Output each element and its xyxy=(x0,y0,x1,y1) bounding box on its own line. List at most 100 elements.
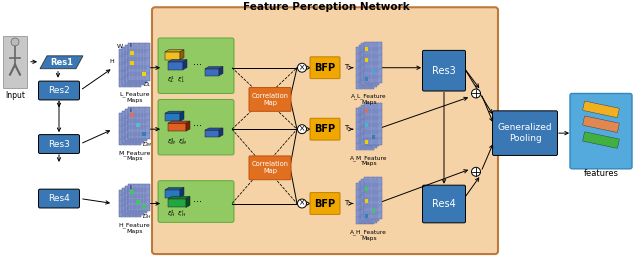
FancyBboxPatch shape xyxy=(365,187,368,191)
FancyBboxPatch shape xyxy=(365,58,368,62)
FancyBboxPatch shape xyxy=(136,123,140,127)
Text: features: features xyxy=(584,169,618,178)
Text: Feature Perception Network: Feature Perception Network xyxy=(243,2,410,12)
Text: Res1: Res1 xyxy=(50,58,73,67)
FancyBboxPatch shape xyxy=(125,186,147,213)
FancyBboxPatch shape xyxy=(365,123,368,127)
Text: Res3: Res3 xyxy=(48,140,70,149)
Polygon shape xyxy=(205,130,219,137)
FancyBboxPatch shape xyxy=(361,105,379,146)
FancyBboxPatch shape xyxy=(130,61,134,65)
FancyBboxPatch shape xyxy=(130,51,134,55)
Polygon shape xyxy=(180,187,184,198)
Polygon shape xyxy=(205,128,223,130)
FancyBboxPatch shape xyxy=(358,181,376,223)
FancyBboxPatch shape xyxy=(365,199,368,203)
FancyBboxPatch shape xyxy=(583,132,620,148)
FancyBboxPatch shape xyxy=(128,184,150,211)
FancyBboxPatch shape xyxy=(356,47,374,88)
FancyBboxPatch shape xyxy=(365,77,368,81)
FancyBboxPatch shape xyxy=(356,183,374,224)
FancyBboxPatch shape xyxy=(570,93,632,169)
FancyBboxPatch shape xyxy=(130,113,134,117)
Text: Correlation
Map: Correlation Map xyxy=(252,93,289,106)
FancyBboxPatch shape xyxy=(371,69,375,73)
Polygon shape xyxy=(186,121,190,131)
FancyBboxPatch shape xyxy=(249,156,291,180)
Text: A_M_Feature
Maps: A_M_Feature Maps xyxy=(350,155,387,167)
Text: ×: × xyxy=(299,63,305,72)
Circle shape xyxy=(298,199,307,208)
Text: H_Feature
Maps: H_Feature Maps xyxy=(118,222,150,234)
Circle shape xyxy=(298,125,307,134)
FancyBboxPatch shape xyxy=(158,38,234,93)
Polygon shape xyxy=(168,199,186,207)
Text: Res3: Res3 xyxy=(432,66,456,76)
FancyBboxPatch shape xyxy=(365,214,368,218)
Text: ×: × xyxy=(299,124,305,133)
Polygon shape xyxy=(219,67,223,76)
Text: H: H xyxy=(109,59,115,64)
FancyBboxPatch shape xyxy=(365,140,368,144)
FancyBboxPatch shape xyxy=(358,45,376,87)
Text: T: T xyxy=(344,64,348,70)
FancyBboxPatch shape xyxy=(38,81,79,100)
Polygon shape xyxy=(168,196,190,199)
Polygon shape xyxy=(205,67,223,69)
Circle shape xyxy=(298,63,307,72)
Polygon shape xyxy=(168,121,190,123)
Text: Generalized
Pooling: Generalized Pooling xyxy=(498,123,552,143)
Polygon shape xyxy=(168,60,187,62)
FancyBboxPatch shape xyxy=(158,181,234,222)
Polygon shape xyxy=(180,111,184,121)
Text: M_Feature
Maps: M_Feature Maps xyxy=(118,150,150,162)
FancyBboxPatch shape xyxy=(119,113,141,145)
FancyBboxPatch shape xyxy=(310,118,340,140)
Polygon shape xyxy=(180,50,184,60)
FancyBboxPatch shape xyxy=(122,47,144,85)
Text: Correlation
Map: Correlation Map xyxy=(252,161,289,174)
Text: BFP: BFP xyxy=(314,199,335,209)
Text: Input: Input xyxy=(5,91,25,99)
FancyBboxPatch shape xyxy=(310,193,340,215)
Text: $D_L$: $D_L$ xyxy=(143,81,152,90)
FancyBboxPatch shape xyxy=(583,101,620,117)
Polygon shape xyxy=(168,123,186,131)
FancyBboxPatch shape xyxy=(158,99,234,155)
FancyBboxPatch shape xyxy=(142,205,146,210)
FancyBboxPatch shape xyxy=(422,50,465,91)
FancyBboxPatch shape xyxy=(493,111,557,156)
FancyBboxPatch shape xyxy=(364,177,381,219)
Text: $\xi_M^1$  $\xi_M^l$: $\xi_M^1$ $\xi_M^l$ xyxy=(167,136,188,147)
FancyBboxPatch shape xyxy=(371,135,375,139)
Polygon shape xyxy=(183,60,187,70)
FancyBboxPatch shape xyxy=(136,200,140,204)
Text: ...: ... xyxy=(193,57,202,67)
Polygon shape xyxy=(165,187,184,190)
Polygon shape xyxy=(165,52,180,60)
FancyBboxPatch shape xyxy=(364,103,381,145)
Polygon shape xyxy=(40,56,83,69)
Polygon shape xyxy=(168,62,183,70)
FancyBboxPatch shape xyxy=(125,45,147,82)
FancyBboxPatch shape xyxy=(122,111,144,143)
FancyBboxPatch shape xyxy=(249,87,291,111)
FancyBboxPatch shape xyxy=(422,185,465,223)
Polygon shape xyxy=(165,190,180,198)
Polygon shape xyxy=(165,50,184,52)
Text: Res2: Res2 xyxy=(48,86,70,95)
Text: W: W xyxy=(117,44,123,49)
FancyBboxPatch shape xyxy=(38,189,79,208)
FancyBboxPatch shape xyxy=(119,190,141,217)
Text: $\xi_L^1$  $\xi_L^l$: $\xi_L^1$ $\xi_L^l$ xyxy=(167,74,186,85)
FancyBboxPatch shape xyxy=(3,36,27,87)
Circle shape xyxy=(472,167,481,176)
Polygon shape xyxy=(165,111,184,113)
Text: T: T xyxy=(344,125,348,131)
FancyBboxPatch shape xyxy=(152,7,498,254)
FancyBboxPatch shape xyxy=(142,72,146,76)
Text: ...: ... xyxy=(193,118,202,128)
Circle shape xyxy=(11,38,19,46)
FancyBboxPatch shape xyxy=(38,135,79,153)
FancyBboxPatch shape xyxy=(125,109,147,141)
